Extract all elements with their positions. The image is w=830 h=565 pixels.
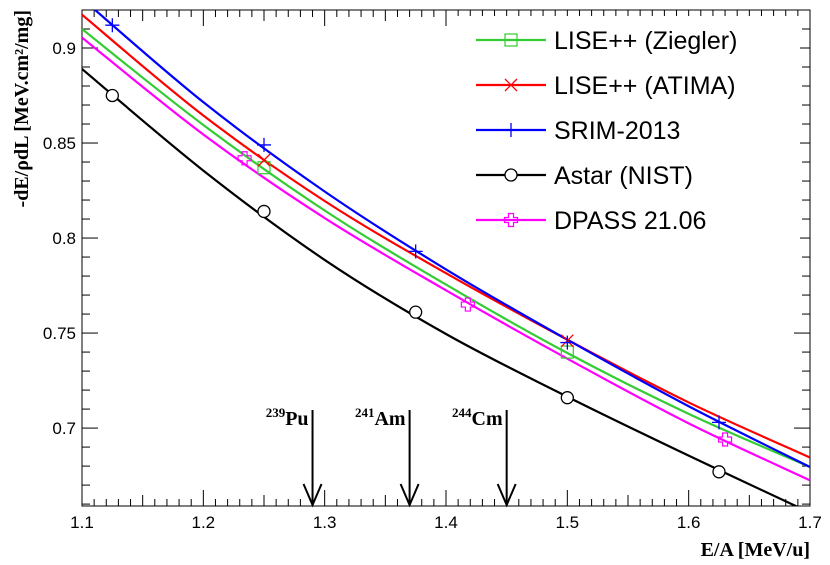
y-tick-label: 0.85	[43, 134, 76, 153]
isotope-element: Cm	[472, 408, 503, 430]
legend-item: DPASS 21.06	[476, 207, 706, 235]
marker-shape	[105, 18, 120, 33]
data-point	[409, 305, 423, 319]
marker-shape	[257, 204, 271, 219]
data-point	[257, 153, 271, 167]
series-line	[82, 36, 810, 482]
legend-label: Astar (NIST)	[554, 162, 693, 190]
legend-label: LISE++ (ATIMA)	[554, 72, 736, 100]
y-tick-label: 0.9	[52, 39, 76, 58]
marker-shape	[105, 88, 119, 103]
data-point	[560, 391, 574, 405]
isotope-annotations: 239Pu 241Am 244Cm	[266, 405, 517, 508]
marker-shape	[257, 161, 271, 175]
legend-item: Astar (NIST)	[476, 162, 693, 190]
isotope-element: Pu	[285, 408, 308, 430]
arrow-head	[399, 483, 420, 508]
marker-shape	[504, 168, 518, 182]
legend-item: LISE++ (ATIMA)	[476, 72, 736, 100]
data-point	[712, 415, 726, 430]
data-point	[717, 432, 733, 447]
arrow-head	[302, 483, 323, 508]
x-tick-label: 1.7	[798, 513, 822, 532]
legend-item: LISE++ (Ziegler)	[476, 27, 737, 55]
isotope-element: Am	[374, 408, 405, 430]
data-point	[105, 18, 120, 33]
marker-shape	[560, 335, 575, 350]
y-tick-labels: 0.7 0.75 0.8 0.85 0.9	[43, 39, 76, 438]
marker-shape	[504, 33, 518, 47]
marker-shape	[712, 465, 726, 479]
series-markers	[105, 18, 733, 479]
isotope-label: 244Cm	[452, 405, 503, 430]
isotope-label: 241Am	[355, 405, 406, 430]
series-line	[82, 68, 799, 506]
marker-shape	[503, 212, 519, 228]
legend-marker	[504, 78, 518, 92]
marker-shape	[460, 297, 475, 312]
legend-label: SRIM-2013	[554, 117, 680, 145]
y-tick-label: 0.75	[43, 324, 76, 343]
isotope-arrow: 239Pu	[266, 405, 323, 508]
marker-shape	[560, 391, 574, 405]
data-point	[257, 161, 271, 175]
data-point	[237, 151, 252, 166]
series-curves	[82, 10, 810, 506]
series-line	[82, 13, 810, 459]
data-point	[460, 297, 475, 312]
marker-shape	[717, 432, 733, 447]
y-tick-label: 0.7	[52, 419, 76, 438]
y-tick-label: 0.8	[52, 229, 76, 248]
legend-marker	[504, 123, 518, 137]
x-tick-label: 1.3	[313, 513, 337, 532]
data-point	[560, 335, 575, 350]
data-point	[712, 465, 726, 479]
legend-label: DPASS 21.06	[554, 207, 706, 235]
marker-shape	[504, 123, 518, 137]
series-line	[82, 28, 810, 469]
y-axis-title: -dE/ρdL [MeV.cm²/mg]	[11, 10, 33, 207]
data-point	[257, 137, 271, 152]
marker-shape	[504, 78, 518, 92]
marker-shape	[712, 415, 726, 430]
x-tick-label: 1.2	[192, 513, 216, 532]
x-tick-labels: 1.1 1.2 1.3 1.4 1.5 1.6 1.7	[70, 513, 822, 532]
x-tick-label: 1.1	[70, 513, 94, 532]
legend-marker	[504, 168, 518, 182]
series-line	[93, 10, 810, 469]
isotope-mass: 239	[266, 405, 286, 420]
legend-item: SRIM-2013	[476, 117, 680, 145]
legend-label: LISE++ (Ziegler)	[554, 27, 737, 55]
marker-shape	[237, 151, 252, 166]
marker-shape	[408, 244, 423, 259]
isotope-label: 239Pu	[266, 405, 309, 430]
legend: LISE++ (Ziegler) LISE++ (ATIMA) SRIM-2013 A…	[455, 16, 800, 240]
data-point	[105, 88, 119, 103]
marker-shape	[257, 153, 271, 167]
x-tick-label: 1.6	[677, 513, 701, 532]
data-point	[257, 204, 271, 219]
arrow-head	[496, 483, 517, 508]
x-tick-label: 1.4	[434, 513, 458, 532]
legend-marker	[504, 33, 518, 47]
isotope-mass: 244	[452, 405, 472, 420]
x-tick-label: 1.5	[556, 513, 580, 532]
data-point	[408, 244, 423, 259]
legend-background	[455, 16, 800, 240]
marker-shape	[257, 137, 271, 152]
marker-shape	[409, 305, 423, 319]
isotope-arrow: 241Am	[355, 405, 420, 508]
legend-marker	[503, 212, 519, 228]
x-axis-title: E/A [MeV/u]	[701, 539, 810, 561]
isotope-mass: 241	[355, 405, 375, 420]
isotope-arrow: 244Cm	[452, 405, 517, 508]
